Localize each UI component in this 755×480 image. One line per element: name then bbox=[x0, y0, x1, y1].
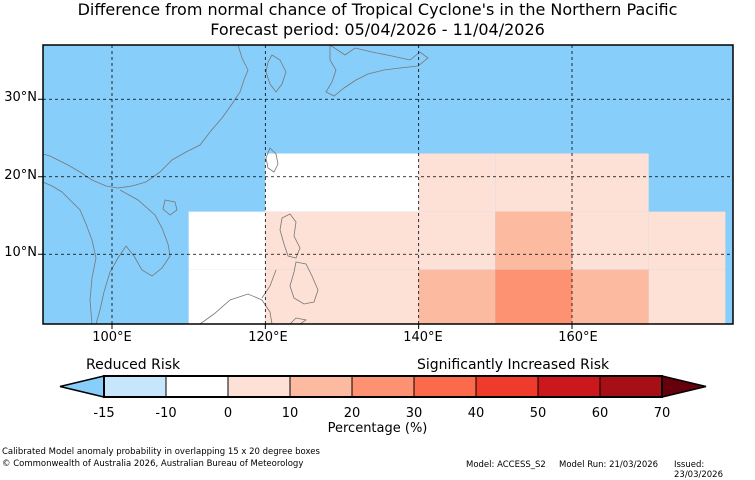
colorbar-frame bbox=[103, 375, 663, 398]
probability-cell bbox=[418, 211, 496, 270]
coastline-hainan bbox=[162, 199, 178, 216]
footer-model: Model: ACCESS_S2 bbox=[466, 460, 546, 470]
probability-cell bbox=[265, 211, 342, 270]
lat-label-20n: 20°N bbox=[4, 168, 37, 183]
coastline-taiwan bbox=[265, 147, 279, 173]
probability-cell bbox=[495, 211, 572, 270]
graticule bbox=[43, 45, 733, 324]
colorbar-extension-low bbox=[59, 375, 105, 398]
probability-cell bbox=[342, 153, 419, 212]
colorbar-bin bbox=[599, 375, 663, 398]
coastlines bbox=[43, 45, 429, 324]
coastline-japan bbox=[325, 45, 429, 97]
map-figure bbox=[38, 44, 734, 398]
probability-cell bbox=[418, 153, 496, 212]
probability-cell bbox=[572, 211, 649, 270]
coastline-luzon bbox=[279, 213, 301, 259]
map-frame bbox=[42, 44, 734, 325]
probability-cell bbox=[342, 211, 419, 270]
coastline-sulawesi bbox=[289, 317, 308, 324]
probability-cells bbox=[188, 153, 726, 324]
colorbar bbox=[59, 375, 707, 398]
coastline-borneo bbox=[199, 293, 273, 324]
colorbar-title: Percentage (%) bbox=[327, 421, 428, 436]
probability-cell bbox=[265, 153, 342, 212]
lon-label-120e: 120°E bbox=[248, 330, 288, 345]
forecast-period: Forecast period: 05/04/2026 - 11/04/2026 bbox=[210, 20, 545, 39]
probability-cell bbox=[418, 269, 496, 324]
colorbar-tick: 60 bbox=[591, 406, 609, 421]
colorbar-tick: 20 bbox=[343, 406, 361, 421]
probability-cell bbox=[572, 269, 649, 324]
colorbar-tick: 30 bbox=[405, 406, 423, 421]
probability-cell bbox=[572, 153, 649, 212]
coastline-visayas-mindanao bbox=[261, 261, 319, 305]
footer-copyright: © Commonwealth of Australia 2026, Austra… bbox=[2, 459, 304, 469]
lat-label-30n: 30°N bbox=[4, 90, 37, 105]
lon-label-160e: 160°E bbox=[558, 330, 598, 345]
probability-cell bbox=[342, 269, 419, 324]
colorbar-bin bbox=[351, 375, 415, 398]
colorbar-bin bbox=[537, 375, 601, 398]
footer-model-run: Model Run: 21/03/2026 bbox=[559, 460, 659, 470]
footer-description: Calibrated Model anomaly probability in … bbox=[2, 447, 320, 457]
coastline-korea bbox=[265, 54, 287, 93]
colorbar-bin bbox=[227, 375, 291, 398]
colorbar-bin bbox=[413, 375, 477, 398]
chart-title: Difference from normal chance of Tropica… bbox=[77, 0, 678, 19]
lon-label-100e: 100°E bbox=[92, 330, 132, 345]
footer-issued: Issued: 23/03/2026 bbox=[674, 460, 723, 480]
probability-cell bbox=[188, 211, 266, 270]
probability-cell bbox=[495, 269, 572, 324]
probability-cell bbox=[188, 269, 266, 324]
increased-risk-label: Significantly Increased Risk bbox=[417, 357, 610, 373]
colorbar-bin bbox=[103, 375, 167, 398]
colorbar-bin bbox=[165, 375, 229, 398]
colorbar-tick: 50 bbox=[529, 406, 547, 421]
colorbar-tick: 0 bbox=[223, 406, 233, 421]
coastline-indochina bbox=[43, 181, 171, 324]
axis-ticks bbox=[38, 98, 573, 329]
reduced-risk-label: Reduced Risk bbox=[86, 357, 181, 373]
colorbar-tick: 40 bbox=[467, 406, 485, 421]
probability-cell bbox=[265, 269, 342, 324]
lon-label-140e: 140°E bbox=[403, 330, 443, 345]
colorbar-tick: -10 bbox=[155, 406, 177, 421]
coastline-china bbox=[43, 45, 249, 189]
colorbar-tick: -15 bbox=[93, 406, 115, 421]
colorbar-tick: 10 bbox=[281, 406, 299, 421]
probability-cell bbox=[495, 153, 572, 212]
probability-cell bbox=[648, 211, 726, 270]
colorbar-bin bbox=[289, 375, 353, 398]
lat-label-10n: 10°N bbox=[4, 245, 37, 260]
colorbar-extension-high bbox=[661, 375, 707, 398]
probability-cell bbox=[648, 269, 726, 324]
colorbar-bin bbox=[475, 375, 539, 398]
colorbar-tick: 70 bbox=[653, 406, 671, 421]
